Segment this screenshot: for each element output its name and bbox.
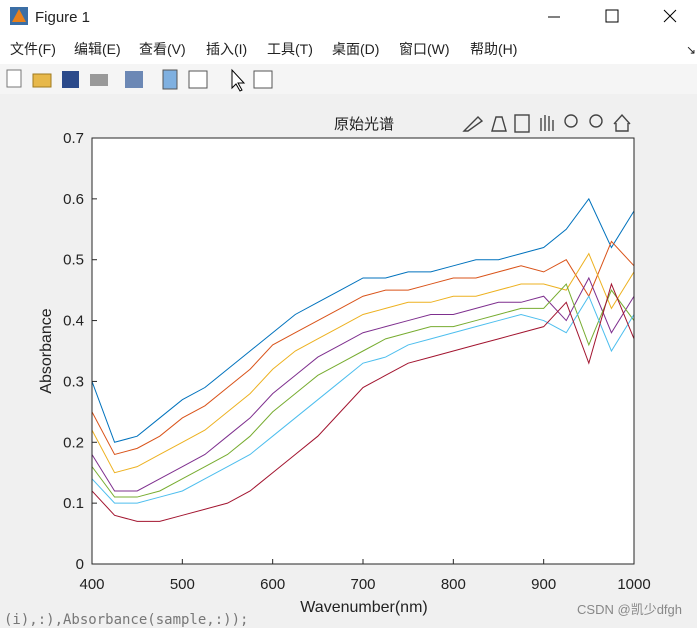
print-icon[interactable]: [90, 74, 108, 86]
x-tick-label: 600: [260, 576, 285, 593]
y-tick-label: 0.4: [63, 313, 84, 330]
spectrum-line: [91, 240, 635, 456]
x-axis-label: Wavenumber(nm): [300, 599, 427, 616]
x-tick-label: 1000: [617, 576, 650, 593]
export-icon[interactable]: [514, 114, 530, 133]
new-icon[interactable]: [6, 69, 22, 88]
y-tick-label: 0.2: [63, 434, 84, 451]
pan-icon[interactable]: [540, 115, 554, 131]
x-tick-label: 400: [79, 576, 104, 593]
x-tick-label: 500: [170, 576, 195, 593]
menu-item[interactable]: 桌面(D): [332, 41, 379, 57]
background-code: (i),:),Absorbance(sample,:));: [4, 612, 248, 628]
spectrum-line: [91, 276, 635, 492]
zoom-in-icon[interactable]: [564, 114, 578, 128]
y-tick-label: 0.3: [63, 373, 84, 390]
legend-icon[interactable]: [188, 70, 208, 89]
property-icon[interactable]: [253, 70, 273, 89]
y-tick-label: 0.5: [63, 252, 84, 269]
data-tip-icon[interactable]: [462, 116, 484, 132]
y-tick-label: 0.6: [63, 191, 84, 208]
spectrum-line: [91, 295, 635, 504]
toolbar: [0, 64, 697, 94]
pointer-icon[interactable]: [231, 68, 246, 92]
y-tick-label: 0.7: [63, 130, 84, 147]
save-icon[interactable]: [62, 71, 79, 88]
x-tick-label: 700: [350, 576, 375, 593]
spectrum-line: [91, 252, 635, 474]
menu-item[interactable]: 工具(T): [267, 41, 313, 57]
close-button[interactable]: [663, 9, 677, 23]
brush-icon[interactable]: [491, 116, 507, 132]
menu-item[interactable]: 编辑(E): [74, 41, 121, 57]
app-icon-shape: [12, 9, 26, 22]
plot-area: [91, 197, 635, 522]
title-bar: [0, 0, 697, 34]
menu-item[interactable]: 插入(I): [206, 41, 247, 57]
chart-title: 原始光谱: [334, 116, 394, 133]
menu-item[interactable]: 文件(F): [10, 41, 56, 57]
x-tick-label: 800: [441, 576, 466, 593]
spectrum-line: [91, 282, 635, 522]
spectrum-line: [91, 283, 635, 498]
menu: 文件(F) 编辑(E) 查看(V) 插入(I) 工具(T) 桌面(D) 窗口(W) 帮助(H): [10, 41, 517, 57]
y-tick-label: 0.1: [63, 495, 84, 512]
y-tick-label: 0: [76, 556, 84, 573]
menu-bar: [0, 34, 697, 64]
link-icon[interactable]: [125, 71, 143, 88]
menu-item[interactable]: 帮助(H): [470, 41, 517, 57]
menu-item[interactable]: 窗口(W): [399, 41, 450, 57]
watermark: CSDN @凯少dfgh: [577, 602, 682, 617]
x-tick-label: 900: [531, 576, 556, 593]
toolbar-icons: [6, 68, 273, 92]
zoom-out-icon[interactable]: [589, 114, 603, 128]
colorbar-icon[interactable]: [162, 69, 178, 90]
window-title: Figure 1: [35, 9, 90, 26]
axes-toolbar: [462, 113, 631, 133]
menu-arrow[interactable]: ↘: [686, 43, 696, 57]
home-icon[interactable]: [613, 113, 631, 132]
spectrum-line: [91, 197, 635, 443]
menu-item[interactable]: 查看(V): [139, 41, 186, 57]
maximize-button[interactable]: [605, 9, 619, 23]
open-icon[interactable]: [32, 73, 52, 88]
y-axis-label: Absorbance: [38, 308, 55, 393]
